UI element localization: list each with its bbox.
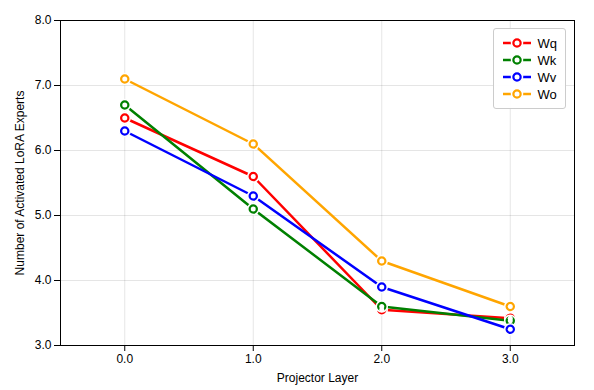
svg-text:Projector Layer: Projector Layer — [277, 371, 358, 385]
html-text:Wo: Wo — [537, 86, 557, 102]
svg-text:Number of Activated LoRA Exper: Number of Activated LoRA Experts — [13, 91, 27, 276]
svg-text:2.0: 2.0 — [373, 352, 390, 366]
html-text:Wv: Wv — [537, 69, 557, 85]
svg-text:0.0: 0.0 — [116, 352, 133, 366]
svg-text:8.0: 8.0 — [35, 13, 52, 27]
svg-text:6.0: 6.0 — [35, 143, 52, 157]
html-text:Wk: Wk — [537, 52, 557, 68]
svg-text:3.0: 3.0 — [502, 352, 519, 366]
svg-text:5.0: 5.0 — [35, 208, 52, 222]
svg-text:7.0: 7.0 — [35, 78, 52, 92]
svg-text:4.0: 4.0 — [35, 273, 52, 287]
svg-text:1.0: 1.0 — [245, 352, 262, 366]
html-text:Wq: Wq — [537, 35, 557, 51]
svg-text:3.0: 3.0 — [35, 338, 52, 352]
